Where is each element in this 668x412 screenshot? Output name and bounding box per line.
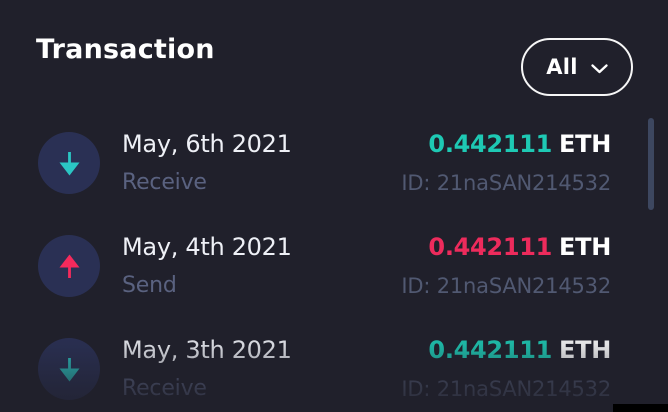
currency-label: ETH <box>559 233 611 261</box>
arrow-up-icon <box>38 235 100 297</box>
transaction-values: 0.442111 ETH ID: 21naSAN214532 <box>401 336 611 401</box>
transaction-list-item[interactable]: May, 6th 2021 Receive 0.442111 ETH ID: 21… <box>38 130 611 198</box>
currency-label: ETH <box>559 336 611 364</box>
transaction-values: 0.442111 ETH ID: 21naSAN214532 <box>401 130 611 195</box>
transaction-type: Receive <box>122 376 207 401</box>
transaction-info: May, 3th 2021 Receive <box>122 336 292 401</box>
arrow-down-icon <box>38 338 100 400</box>
screen-corner-artifact <box>613 404 668 412</box>
transaction-amount: 0.442111 ETH <box>428 233 611 261</box>
currency-label: ETH <box>559 130 611 158</box>
transaction-id: ID: 21naSAN214532 <box>401 274 611 298</box>
filter-dropdown-button[interactable]: All <box>521 38 633 96</box>
transaction-info: May, 4th 2021 Send <box>122 233 292 298</box>
transaction-type: Send <box>122 273 177 298</box>
amount-value: 0.442111 <box>428 233 553 261</box>
transaction-date: May, 3th 2021 <box>122 336 292 364</box>
transaction-date: May, 4th 2021 <box>122 233 292 261</box>
transaction-amount: 0.442111 ETH <box>428 130 611 158</box>
transaction-type: Receive <box>122 170 207 195</box>
transaction-list-item[interactable]: May, 3th 2021 Receive 0.442111 ETH ID: 21… <box>38 336 611 404</box>
chevron-down-icon <box>591 61 608 74</box>
amount-value: 0.442111 <box>428 336 553 364</box>
amount-value: 0.442111 <box>428 130 553 158</box>
arrow-down-icon <box>38 132 100 194</box>
page-title: Transaction <box>36 34 215 65</box>
transaction-amount: 0.442111 ETH <box>428 336 611 364</box>
filter-selected-label: All <box>546 55 578 79</box>
transaction-list-item[interactable]: May, 4th 2021 Send 0.442111 ETH ID: 21naS… <box>38 233 611 301</box>
scrollbar-thumb[interactable] <box>648 118 654 210</box>
transaction-values: 0.442111 ETH ID: 21naSAN214532 <box>401 233 611 298</box>
transaction-date: May, 6th 2021 <box>122 130 292 158</box>
transaction-info: May, 6th 2021 Receive <box>122 130 292 195</box>
transaction-id: ID: 21naSAN214532 <box>401 171 611 195</box>
transaction-id: ID: 21naSAN214532 <box>401 377 611 401</box>
